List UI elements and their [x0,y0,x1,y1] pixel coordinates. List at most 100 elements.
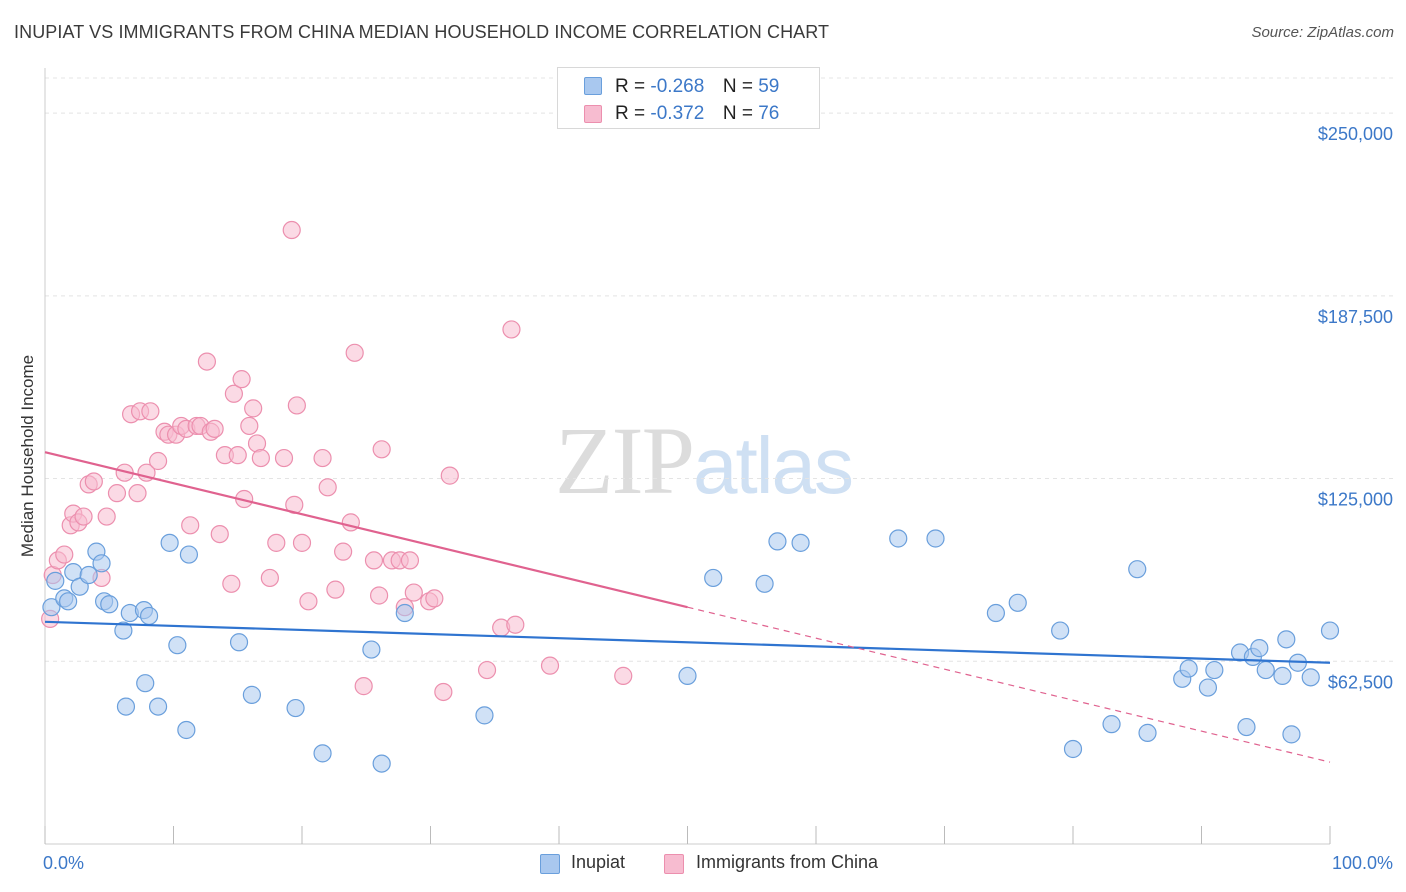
inupiat-point [926,529,945,548]
china-point [84,472,103,491]
inupiat-point [475,706,494,725]
china-point [228,446,247,465]
china-point [240,416,259,436]
china-point [205,419,224,438]
inupiat-point [177,720,196,740]
china-point [404,583,423,602]
source-credit: Source: ZipAtlas.com [1251,24,1394,41]
inupiat-point [229,633,249,652]
x-tick-label-min: 0.0% [43,853,84,873]
inupiat-point [768,532,787,551]
china-point [282,220,301,240]
trend-line-inupiat [44,620,1331,664]
china-point [181,516,200,535]
inupiat-point [148,697,168,716]
inupiat-point [179,545,199,564]
china-point [128,484,147,503]
inupiat-point [59,592,78,611]
china-point [345,343,364,362]
china-point [313,448,332,468]
chart-title: INUPIAT VS IMMIGRANTS FROM CHINA MEDIAN … [14,22,830,42]
inupiat-point [1282,725,1301,744]
legend-swatch-china [584,105,602,123]
legend-n-label: N = [722,103,753,124]
legend-n-value: 76 [758,103,780,124]
china-point [370,586,389,605]
china-point [354,677,373,696]
china-point [267,533,286,552]
inupiat-point [313,744,332,763]
china-point [197,352,217,371]
china-point [107,484,127,503]
china-point [274,448,294,468]
inupiat-point [1102,715,1121,734]
inupiat-point [42,598,61,617]
inupiat-point [46,571,65,590]
china-point [74,507,93,526]
data-points [41,220,1340,773]
watermark-atlas: atlas [693,421,854,510]
legend-row-china: R = -0.372 N = 76 [615,103,779,125]
trend-line-china-extrapolated [687,606,1331,763]
inupiat-point [362,640,381,659]
inupiat-point [1179,659,1198,678]
inupiat-point [1256,660,1275,680]
inupiat-point [100,595,119,614]
china-point [400,551,420,570]
bottom-legend-swatch-china [664,854,684,874]
zipatlas-watermark: ZIPatlas [555,405,854,516]
china-point [148,451,168,471]
legend-n-value: 59 [758,76,780,97]
china-point [55,545,74,564]
watermark-zip: ZIP [555,407,695,514]
inupiat-point [92,554,111,573]
inupiat-point [372,754,391,773]
inupiat-point [1237,717,1256,737]
inupiat-point [678,666,697,685]
china-point [372,440,391,459]
inupiat-point [986,603,1006,623]
china-point [540,656,560,675]
legend-n-label: N = [722,76,753,97]
china-point [364,551,384,570]
y-tick-label: $250,000 [1318,124,1393,144]
inupiat-point [1008,593,1027,612]
china-point [222,574,241,593]
china-point [318,478,337,497]
x-tick-label-max: 100.0% [1332,853,1393,873]
legend-swatch-inupiat [584,77,602,95]
china-point [477,660,497,680]
inupiat-point [1250,639,1269,658]
inupiat-point [286,698,305,718]
y-tick-label: $62,500 [1328,672,1393,692]
bottom-legend-china: Immigrants from China [696,852,879,872]
inupiat-point [1063,739,1083,759]
inupiat-point [1198,678,1218,697]
china-point [224,384,243,403]
legend-r-value: -0.268 [650,76,705,97]
bottom-legend-inupiat: Inupiat [571,852,626,872]
inupiat-point [242,685,261,704]
china-point [287,396,306,415]
china-point [440,466,459,485]
y-tick-label: $187,500 [1318,307,1393,327]
trend-line-china [44,451,688,609]
china-point [506,615,525,634]
china-point [244,399,263,418]
legend-r-label: R = [615,103,646,124]
china-point [210,524,229,544]
inupiat-point [1273,666,1292,685]
inupiat-point [1301,668,1320,687]
inupiat-point [160,533,179,552]
tick-labels: $62,500 $125,000 $187,500 $250,000 0.0% 100.0… [43,124,1393,873]
trend-lines [44,451,1331,763]
inupiat-point [1138,723,1157,743]
y-tick-label: $125,000 [1318,490,1393,510]
inupiat-point [168,636,187,655]
inupiat-point [1277,630,1296,649]
inupiat-point [114,621,133,640]
china-point [141,402,160,421]
legend-r-label: R = [615,76,646,97]
inupiat-point [1051,621,1070,640]
